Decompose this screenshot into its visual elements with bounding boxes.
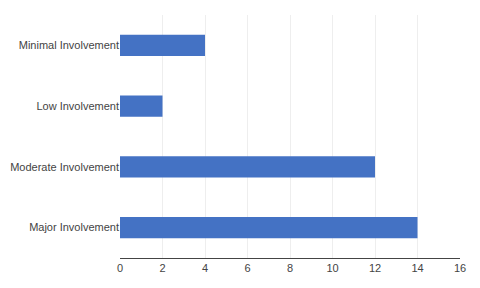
svg-text:Low Involvement: Low Involvement: [36, 100, 119, 112]
svg-text:8: 8: [287, 262, 293, 274]
svg-text:12: 12: [369, 262, 381, 274]
svg-text:Moderate Involvement: Moderate Involvement: [10, 161, 119, 173]
svg-text:4: 4: [202, 262, 208, 274]
svg-text:16: 16: [454, 262, 466, 274]
svg-text:6: 6: [244, 262, 250, 274]
svg-text:Major Involvement: Major Involvement: [29, 221, 119, 233]
svg-text:2: 2: [159, 262, 165, 274]
svg-text:10: 10: [326, 262, 338, 274]
svg-text:0: 0: [117, 262, 123, 274]
svg-text:Minimal Involvement: Minimal Involvement: [19, 39, 119, 51]
svg-text:14: 14: [411, 262, 423, 274]
